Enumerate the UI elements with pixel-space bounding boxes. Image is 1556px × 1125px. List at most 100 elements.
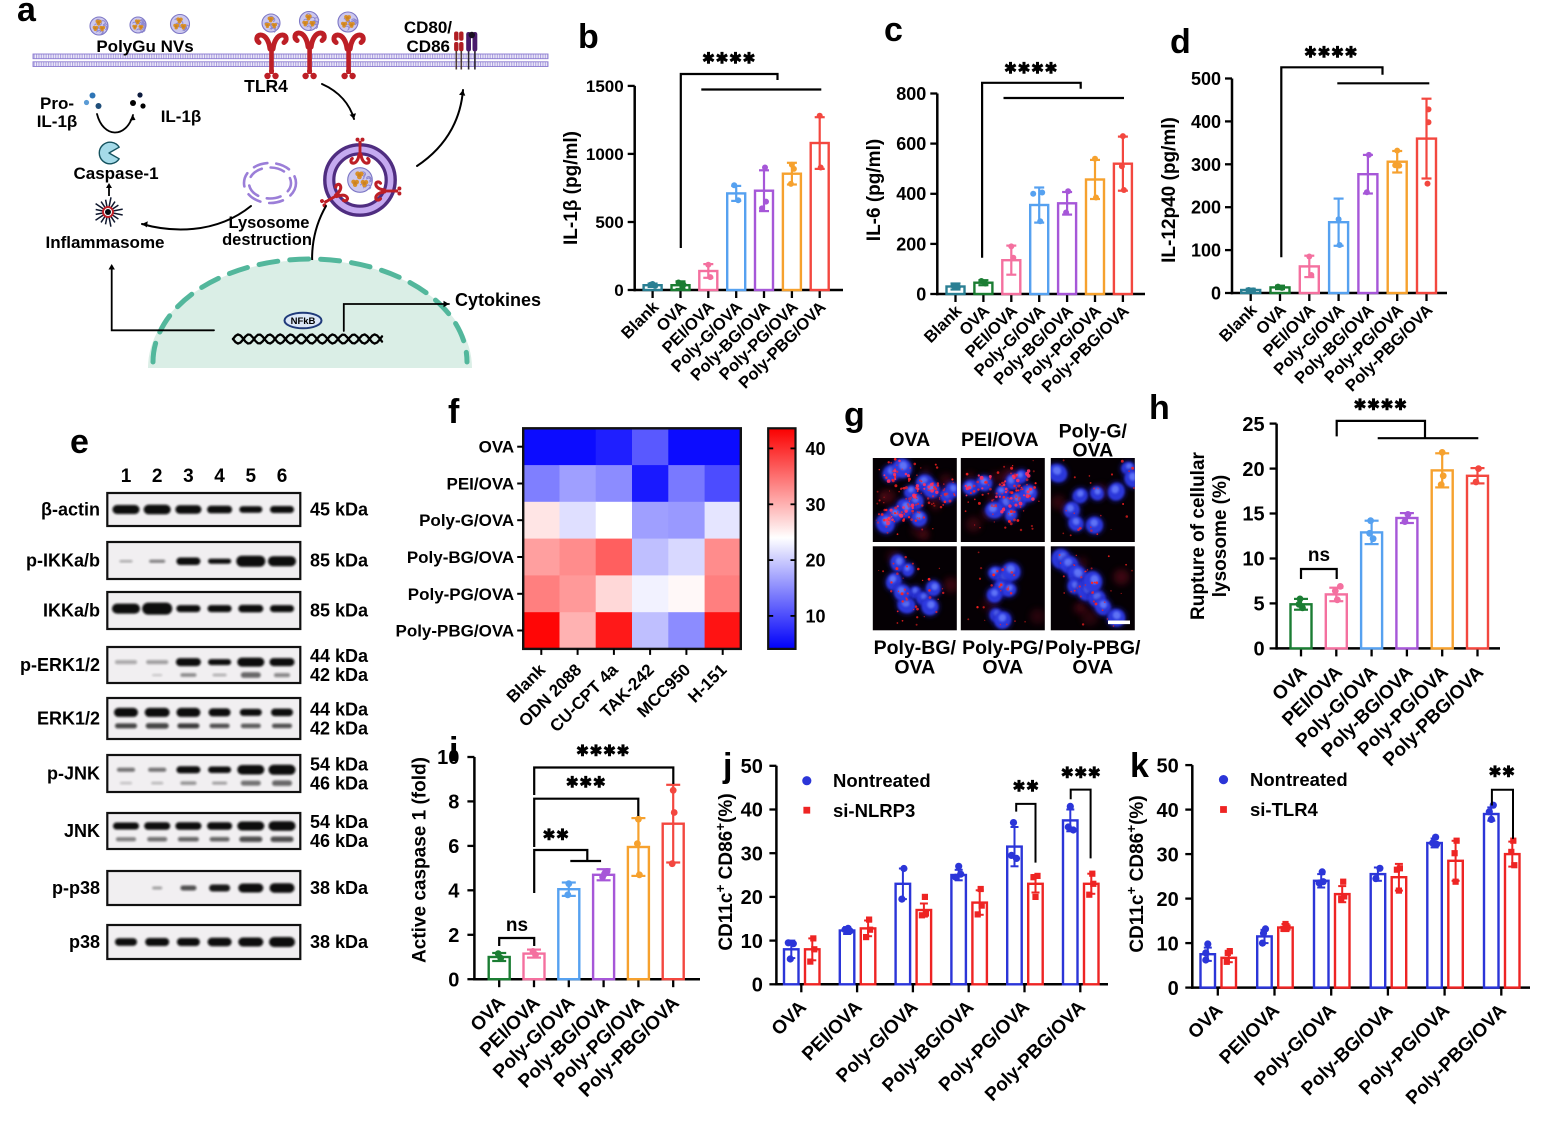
svg-text:1500: 1500	[586, 77, 624, 96]
svg-text:0: 0	[448, 969, 459, 991]
svg-text:OVA: OVA	[889, 429, 930, 451]
svg-text:IL-1β: IL-1β	[37, 112, 78, 131]
svg-text:54 kDa: 54 kDa	[310, 755, 369, 775]
svg-text:PolyGu NVs: PolyGu NVs	[96, 37, 193, 56]
svg-text:20: 20	[806, 551, 826, 571]
svg-text:4: 4	[448, 881, 460, 903]
svg-text:Nontreated: Nontreated	[1250, 769, 1348, 790]
svg-text:OVA: OVA	[479, 438, 515, 457]
svg-text:30: 30	[806, 495, 826, 515]
svg-text:✱✱✱✱: ✱✱✱✱	[1354, 397, 1408, 414]
svg-text:✱✱✱: ✱✱✱	[1061, 765, 1101, 782]
svg-text:30: 30	[741, 843, 763, 865]
svg-text:Poly-G/OVA: Poly-G/OVA	[419, 511, 514, 530]
svg-text:IL-12p40 (pg/ml): IL-12p40 (pg/ml)	[1159, 117, 1180, 263]
svg-text:✱✱✱: ✱✱✱	[566, 775, 606, 792]
svg-text:85 kDa: 85 kDa	[310, 551, 369, 571]
svg-text:6: 6	[448, 836, 459, 858]
svg-text:Nontreated: Nontreated	[833, 770, 931, 791]
svg-text:ns: ns	[1308, 545, 1330, 566]
svg-text:200: 200	[896, 234, 926, 254]
svg-text:TLR4: TLR4	[244, 76, 288, 96]
svg-text:✱✱: ✱✱	[543, 827, 570, 844]
svg-text:i: i	[449, 731, 458, 769]
svg-text:k: k	[1130, 747, 1149, 785]
svg-text:JNK: JNK	[64, 821, 100, 841]
svg-text:IL-1β: IL-1β	[161, 107, 202, 126]
svg-text:OVA: OVA	[894, 657, 935, 679]
svg-text:✱✱✱✱: ✱✱✱✱	[702, 51, 756, 68]
svg-text:Pro-: Pro-	[40, 94, 74, 113]
svg-text:p-p38: p-p38	[52, 878, 100, 898]
svg-text:p-ERK1/2: p-ERK1/2	[20, 655, 100, 675]
svg-text:si-NLRP3: si-NLRP3	[833, 800, 915, 821]
svg-text:1000: 1000	[586, 145, 624, 164]
svg-text:ERK1/2: ERK1/2	[37, 709, 100, 729]
svg-text:38 kDa: 38 kDa	[310, 878, 369, 898]
svg-text:10: 10	[437, 747, 459, 769]
svg-text:OVA: OVA	[982, 657, 1023, 679]
svg-text:400: 400	[896, 184, 926, 204]
svg-text:20: 20	[741, 887, 763, 909]
svg-text:p-JNK: p-JNK	[47, 764, 100, 784]
svg-text:Poly-BG/: Poly-BG/	[874, 637, 957, 659]
svg-text:destruction: destruction	[222, 231, 312, 249]
svg-text:46 kDa: 46 kDa	[310, 831, 369, 851]
svg-text:8: 8	[448, 792, 459, 814]
svg-text:600: 600	[896, 134, 926, 154]
svg-text:400: 400	[1191, 112, 1221, 132]
svg-text:3: 3	[183, 466, 194, 487]
svg-text:46 kDa: 46 kDa	[310, 774, 369, 794]
svg-text:h: h	[1149, 389, 1170, 427]
svg-text:100: 100	[1191, 241, 1221, 261]
svg-text:j: j	[722, 747, 732, 785]
svg-text:Cytokines: Cytokines	[455, 290, 541, 310]
svg-text:✱✱: ✱✱	[1489, 764, 1516, 781]
svg-text:Inflammasome: Inflammasome	[45, 233, 164, 252]
svg-text:Poly-BG/OVA: Poly-BG/OVA	[407, 548, 514, 567]
svg-text:40: 40	[806, 439, 826, 459]
svg-text:c: c	[884, 11, 903, 49]
svg-text:25: 25	[1242, 414, 1264, 436]
svg-text:5: 5	[246, 466, 257, 487]
svg-text:10: 10	[1157, 933, 1179, 955]
svg-text:5: 5	[1253, 594, 1264, 616]
svg-text:800: 800	[896, 84, 926, 104]
svg-text:✱✱✱✱: ✱✱✱✱	[576, 743, 630, 760]
svg-text:IL-6 (pg/ml): IL-6 (pg/ml)	[864, 139, 885, 241]
svg-text:10: 10	[1242, 549, 1264, 571]
svg-text:Poly-G/: Poly-G/	[1059, 421, 1128, 443]
svg-text:50: 50	[741, 756, 763, 778]
svg-text:CD11c+ CD86+(%): CD11c+ CD86+(%)	[1124, 795, 1148, 952]
svg-text:Poly-PG/OVA: Poly-PG/OVA	[408, 585, 514, 604]
svg-text:20: 20	[1242, 459, 1264, 481]
svg-text:ns: ns	[506, 915, 528, 936]
svg-text:p-IKKa/b: p-IKKa/b	[26, 551, 100, 571]
svg-text:44 kDa: 44 kDa	[310, 700, 369, 720]
svg-text:PEI/OVA: PEI/OVA	[446, 475, 514, 494]
svg-text:Poly-PBG/OVA: Poly-PBG/OVA	[395, 622, 514, 641]
svg-text:CD86: CD86	[407, 37, 450, 56]
svg-text:NFkB: NFkB	[291, 316, 316, 327]
svg-text:Poly-PG/: Poly-PG/	[962, 637, 1044, 659]
svg-text:200: 200	[1191, 198, 1221, 218]
svg-text:CD11c+ CD86+(%): CD11c+ CD86+(%)	[713, 793, 737, 950]
svg-text:✱✱✱✱: ✱✱✱✱	[1004, 61, 1058, 78]
svg-text:0: 0	[1211, 284, 1221, 304]
svg-text:b: b	[578, 18, 599, 56]
svg-text:45 kDa: 45 kDa	[310, 500, 369, 520]
svg-text:a: a	[17, 0, 37, 29]
svg-text:1: 1	[121, 466, 132, 487]
svg-text:500: 500	[1191, 69, 1221, 89]
svg-text:Rupture of cellular: Rupture of cellular	[1188, 451, 1209, 619]
svg-text:30: 30	[1157, 844, 1179, 866]
svg-text:40: 40	[741, 800, 763, 822]
svg-text:2: 2	[152, 466, 163, 487]
svg-text:d: d	[1170, 23, 1191, 61]
svg-text:42 kDa: 42 kDa	[310, 665, 369, 685]
svg-text:38 kDa: 38 kDa	[310, 932, 369, 952]
svg-text:40: 40	[1157, 800, 1179, 822]
svg-text:54 kDa: 54 kDa	[310, 812, 369, 832]
svg-text:15: 15	[1242, 504, 1264, 526]
svg-text:0: 0	[614, 281, 623, 300]
